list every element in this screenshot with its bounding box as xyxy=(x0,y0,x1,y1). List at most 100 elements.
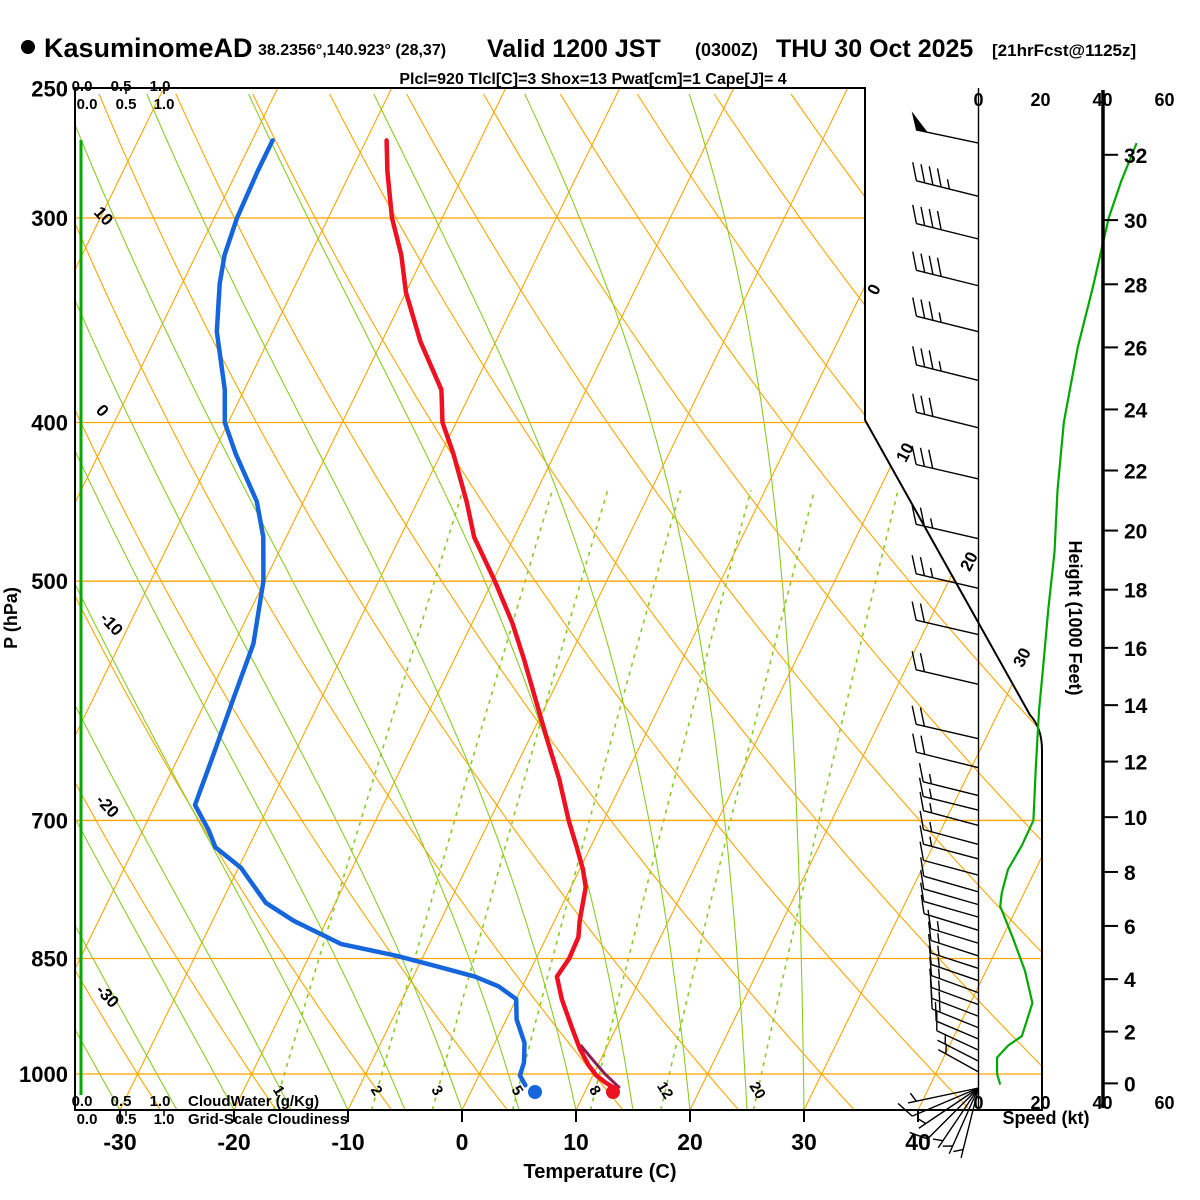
dry-adiabat-line xyxy=(252,93,971,1110)
cloud-scales: 0.00.00.00.00.50.50.50.51.01.01.01.0 xyxy=(72,78,175,1128)
wind-barb-halffeather xyxy=(937,945,940,956)
speed-tick-label: 0 xyxy=(973,1093,983,1113)
wind-barb-feather xyxy=(927,921,932,941)
wind-barb-feather xyxy=(919,507,926,527)
wind-barb-feather xyxy=(920,299,926,319)
forecast-tag: [21hrFcst@1125z] xyxy=(992,41,1136,60)
wind-barb-feather xyxy=(912,346,918,366)
wind-barb-shaft xyxy=(927,1087,979,1140)
cloudwater-scale-tick: 0.5 xyxy=(111,78,132,95)
wind-barb-shaft xyxy=(915,129,979,144)
speed-tick-label: 0 xyxy=(973,90,983,110)
temperature-tick-label: 20 xyxy=(677,1129,703,1155)
mixing-ratio-label: 12 xyxy=(653,1079,676,1102)
wind-barb-feather xyxy=(919,447,926,467)
wind-barb-shaft xyxy=(915,573,979,589)
wind-barb-shaft xyxy=(935,1020,979,1040)
wind-barb-feather xyxy=(936,210,942,230)
moist-adiabat-line xyxy=(146,93,577,1110)
wind-barb-halffeather xyxy=(909,1092,917,1102)
height-tick-label: 24 xyxy=(1124,399,1148,422)
wind-barb-feather xyxy=(928,208,934,228)
isotherm-line xyxy=(75,88,393,1110)
wind-barb-halffeather xyxy=(938,312,942,323)
dry-adiabat-line xyxy=(75,93,393,1110)
speed-axis-title: Speed (kt) xyxy=(1002,1108,1089,1128)
wind-barb-shaft xyxy=(937,1039,979,1062)
wind-barb-shaft xyxy=(916,180,979,198)
height-tick-label: 26 xyxy=(1124,337,1147,360)
wind-barb-feather xyxy=(911,505,917,525)
temperature-tick-label: -20 xyxy=(217,1129,250,1155)
wind-barb-feather xyxy=(919,841,925,861)
wind-barb-feather xyxy=(928,397,934,417)
isotherm-line xyxy=(347,88,849,1110)
station-coords: 38.2356°,140.923° (28,37) xyxy=(258,42,446,59)
height-tick-label: 6 xyxy=(1124,916,1136,939)
valid-zulu: (0300Z) xyxy=(695,40,758,60)
height-tick-label: 30 xyxy=(1124,210,1147,233)
wind-barb-shaft xyxy=(923,795,979,811)
cloudiness-scale-tick: 0.0 xyxy=(77,96,98,113)
isotherm-line xyxy=(575,88,1042,1110)
temperature-curve xyxy=(384,138,616,1090)
cloudiness-scale-tick: 1.0 xyxy=(154,96,175,113)
isotherm-line xyxy=(233,88,735,1110)
surface-dewpoint-dot xyxy=(528,1085,542,1099)
wind-barb-halffeather xyxy=(916,1117,927,1125)
wind-barb-halffeather xyxy=(938,1002,941,1013)
pressure-tick-label: 400 xyxy=(31,411,68,436)
speed-tick-label: 60 xyxy=(1154,1093,1174,1113)
valid-time: Valid 1200 JST xyxy=(487,35,661,63)
temperature-tick-label: 10 xyxy=(563,1129,589,1155)
wind-barb-pennant xyxy=(911,111,928,133)
moist-adiabat-line xyxy=(75,93,178,1110)
wind-barb-shaft xyxy=(923,843,979,860)
wind-barb-feather xyxy=(927,934,932,954)
isotherm-line xyxy=(689,88,1042,1110)
wind-barb-feather xyxy=(936,257,942,277)
wind-barb-feather xyxy=(919,707,926,727)
wind-barb-shaft xyxy=(923,888,979,906)
wind-barbs xyxy=(897,111,980,1159)
dry-adiabat-line xyxy=(406,93,1042,1110)
wind-barb-shaft xyxy=(948,1087,980,1155)
height-tick-label: 32 xyxy=(1124,145,1147,168)
wind-barb-shaft xyxy=(916,411,979,429)
wind-barb-feather xyxy=(920,253,926,273)
wind-barb-feather xyxy=(920,348,926,368)
speed-tick-label: 20 xyxy=(1030,1093,1050,1113)
wind-barb-shaft xyxy=(915,619,979,636)
wind-barb-halffeather xyxy=(929,518,934,529)
cloudwater-scale-tick: 0.0 xyxy=(72,78,93,95)
wind-barb-halffeather xyxy=(937,933,940,944)
wind-barb-feather xyxy=(911,705,917,725)
mixing-ratio-line xyxy=(272,490,464,1110)
mixing-ratio-label: 20 xyxy=(746,1079,769,1102)
wind-barb-shaft xyxy=(915,669,979,685)
wind-barb-shaft xyxy=(915,463,979,480)
wind-barb-feather xyxy=(920,735,926,755)
wind-barb-halffeather xyxy=(936,921,940,932)
wind-barb-shaft xyxy=(931,1008,979,1029)
isotherm-line xyxy=(75,88,279,1110)
temperature-axis-title: Temperature (C) xyxy=(524,1161,677,1183)
mixing-ratio-line xyxy=(660,490,816,1110)
wind-barb-halffeather xyxy=(937,980,941,991)
wind-barb-shaft xyxy=(915,723,979,740)
wind-barb-shaft xyxy=(916,751,979,769)
isotherm-line xyxy=(119,88,621,1110)
height-tick-label: 14 xyxy=(1124,695,1148,718)
wind-barb-shaft xyxy=(923,859,979,876)
moist-adiabat-line xyxy=(373,93,691,1110)
wind-barb-feather xyxy=(930,990,933,1010)
dry-adiabat-line xyxy=(559,93,1042,1110)
valid-date: THU 30 Oct 2025 xyxy=(776,35,973,63)
dewpoint-curve xyxy=(192,138,528,1088)
mixing-ratio-label: 3 xyxy=(427,1083,446,1099)
height-tick-label: 16 xyxy=(1124,638,1147,661)
station-name: KasuminomeAD xyxy=(44,33,253,63)
height-tick-label: 18 xyxy=(1124,580,1148,603)
